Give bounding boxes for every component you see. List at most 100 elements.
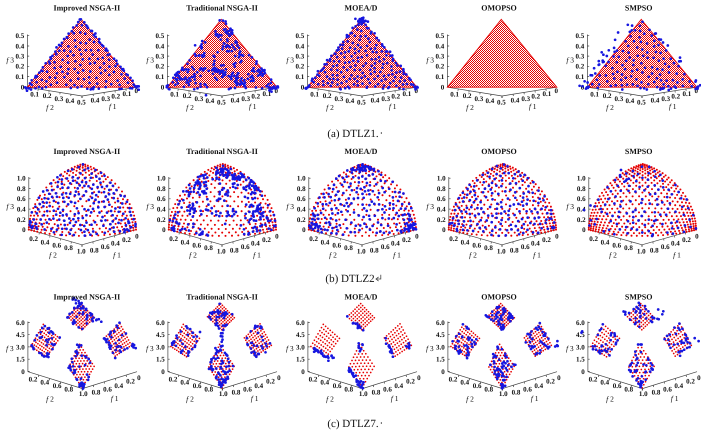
svg-text:0.4: 0.4	[575, 42, 584, 50]
svg-text:6.0: 6.0	[576, 319, 585, 327]
svg-text:f 1: f 1	[253, 250, 261, 259]
svg-text:3.0: 3.0	[436, 343, 445, 351]
svg-text:f 2: f 2	[466, 394, 474, 403]
svg-text:0: 0	[695, 232, 699, 240]
svg-text:0.4: 0.4	[435, 42, 444, 50]
svg-text:f 1: f 1	[111, 394, 119, 403]
svg-text:0.2: 0.2	[542, 236, 551, 244]
svg-text:0.2: 0.2	[391, 93, 400, 101]
svg-text:0.3: 0.3	[575, 53, 584, 61]
svg-text:0.4: 0.4	[577, 206, 586, 214]
svg-text:0.2: 0.2	[251, 93, 260, 101]
svg-text:0.2: 0.2	[603, 92, 612, 100]
svg-text:f 3: f 3	[426, 56, 434, 65]
svg-text:0.6: 0.6	[297, 195, 306, 203]
svg-text:0.4: 0.4	[671, 240, 680, 248]
svg-text:MOEA/D: MOEA/D	[345, 4, 378, 13]
svg-text:0: 0	[557, 374, 561, 382]
svg-text:f 2: f 2	[49, 251, 57, 260]
svg-text:0.2: 0.2	[297, 216, 306, 224]
svg-text:0.4: 0.4	[17, 206, 26, 214]
svg-text:0.2: 0.2	[575, 63, 584, 71]
svg-text:0.2: 0.2	[589, 235, 598, 243]
svg-text:Improved NSGA-II: Improved NSGA-II	[54, 4, 121, 13]
svg-text:0: 0	[555, 232, 559, 240]
svg-text:4.5: 4.5	[16, 331, 25, 339]
svg-text:0.4: 0.4	[437, 206, 446, 214]
svg-text:0.3: 0.3	[241, 95, 250, 103]
svg-text:SMPSO: SMPSO	[625, 147, 653, 156]
svg-text:0.2: 0.2	[169, 235, 178, 243]
svg-text:1.0: 1.0	[637, 248, 646, 256]
svg-text:4.5: 4.5	[576, 331, 585, 339]
svg-text:f 3: f 3	[146, 56, 154, 65]
svg-text:0.4: 0.4	[486, 97, 495, 105]
svg-text:f 1: f 1	[389, 102, 397, 111]
svg-text:f 1: f 1	[393, 250, 401, 259]
svg-text:0.4: 0.4	[346, 97, 355, 105]
svg-text:0.6: 0.6	[243, 386, 252, 394]
svg-text:0.1: 0.1	[435, 73, 444, 81]
svg-text:0.6: 0.6	[381, 243, 390, 251]
svg-text:0.2: 0.2	[589, 375, 598, 383]
svg-text:0.2: 0.2	[323, 92, 332, 100]
svg-text:(a) DTLZ1.: (a) DTLZ1.	[327, 128, 379, 140]
svg-text:0.3: 0.3	[381, 95, 390, 103]
svg-text:0.8: 0.8	[577, 185, 586, 193]
svg-text:3.0: 3.0	[296, 343, 305, 351]
svg-text:0.4: 0.4	[206, 97, 215, 105]
svg-text:0.4: 0.4	[320, 379, 329, 387]
svg-text:0.3: 0.3	[475, 95, 484, 103]
svg-text:0.1: 0.1	[543, 90, 552, 98]
svg-text:.: .	[380, 415, 383, 427]
svg-text:0.4: 0.4	[114, 382, 123, 390]
svg-text:0.2: 0.2	[402, 236, 411, 244]
svg-text:0.2: 0.2	[155, 63, 164, 71]
svg-text:0.6: 0.6	[53, 382, 62, 390]
svg-text:0.4: 0.4	[254, 382, 263, 390]
svg-text:0: 0	[301, 83, 305, 91]
svg-text:0.5: 0.5	[217, 99, 226, 107]
svg-text:3.0: 3.0	[576, 343, 585, 351]
svg-text:0.4: 0.4	[66, 97, 75, 105]
svg-text:1.0: 1.0	[17, 175, 26, 183]
svg-text:1.0: 1.0	[157, 175, 166, 183]
svg-text:MOEA/D: MOEA/D	[345, 147, 378, 156]
svg-text:1.5: 1.5	[296, 356, 305, 364]
svg-text:0.5: 0.5	[77, 99, 86, 107]
svg-text:0.4: 0.4	[460, 379, 469, 387]
svg-text:Traditional NSGA-II: Traditional NSGA-II	[186, 147, 258, 156]
svg-text:0.3: 0.3	[661, 95, 670, 103]
svg-text:0.4: 0.4	[155, 42, 164, 50]
svg-text:0: 0	[555, 87, 559, 95]
svg-text:0.6: 0.6	[333, 382, 342, 390]
svg-text:0.8: 0.8	[204, 386, 213, 394]
svg-text:0: 0	[161, 368, 165, 376]
svg-text:0.2: 0.2	[309, 235, 318, 243]
svg-text:1.0: 1.0	[359, 390, 368, 398]
svg-text:0.4: 0.4	[321, 239, 330, 247]
svg-text:f 1: f 1	[529, 102, 537, 111]
svg-text:0.2: 0.2	[295, 63, 304, 71]
svg-text:f 2: f 2	[469, 251, 477, 260]
svg-text:0.6: 0.6	[437, 195, 446, 203]
svg-text:f 2: f 2	[326, 394, 334, 403]
svg-text:0.2: 0.2	[437, 216, 446, 224]
svg-text:0.6: 0.6	[241, 243, 250, 251]
svg-text:f 1: f 1	[671, 394, 679, 403]
svg-text:0.6: 0.6	[193, 382, 202, 390]
svg-text:0.4: 0.4	[251, 240, 260, 248]
svg-text:0.4: 0.4	[651, 97, 660, 105]
svg-text:0.1: 0.1	[590, 90, 599, 98]
svg-text:4.5: 4.5	[296, 331, 305, 339]
svg-text:4.5: 4.5	[156, 331, 165, 339]
svg-text:0.8: 0.8	[204, 244, 213, 252]
svg-text:0.2: 0.2	[577, 216, 586, 224]
svg-text:0.2: 0.2	[671, 93, 680, 101]
svg-text:0.2: 0.2	[266, 378, 275, 386]
svg-text:MOEA/D: MOEA/D	[345, 292, 378, 301]
svg-text:0.5: 0.5	[295, 32, 304, 40]
svg-text:0: 0	[697, 374, 701, 382]
svg-text:1.0: 1.0	[357, 248, 366, 256]
svg-text:0.1: 0.1	[123, 90, 132, 98]
